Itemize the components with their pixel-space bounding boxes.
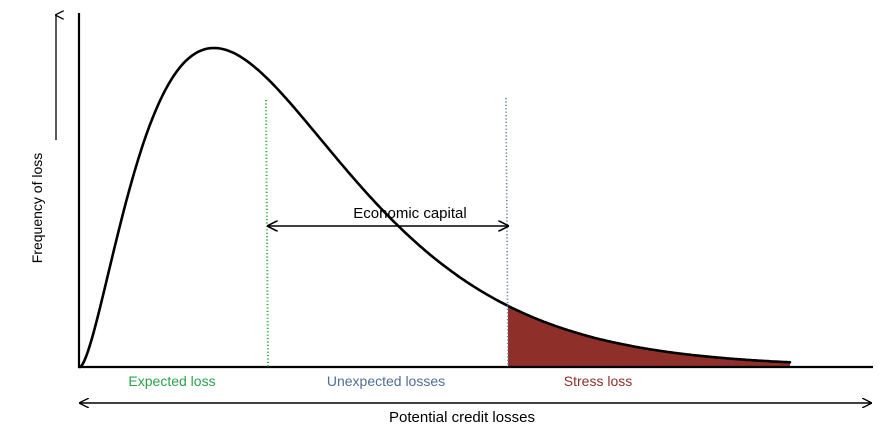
y-axis-title: Frequency of loss	[29, 153, 45, 264]
loss-distribution-curve	[78, 46, 792, 369]
stress-loss-label: Stress loss	[564, 373, 632, 389]
unexpected-losses-label: Unexpected losses	[327, 373, 445, 389]
economic-capital-label: Economic capital	[353, 205, 466, 222]
expected-loss-label: Expected loss	[128, 373, 215, 389]
x-axis-title: Potential credit losses	[389, 409, 535, 426]
expected-loss-boundary-line	[265, 99, 269, 368]
unexpected-loss-boundary-line	[505, 97, 509, 368]
stress-loss-tail-area	[508, 305, 790, 367]
